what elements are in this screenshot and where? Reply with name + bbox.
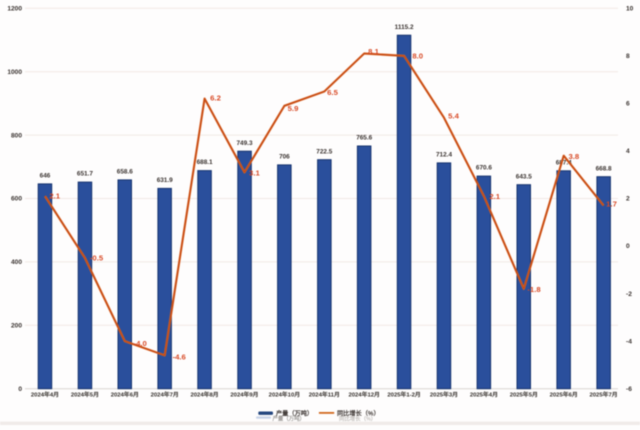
svg-text:670.6: 670.6	[476, 165, 492, 172]
svg-text:同比增长（%）: 同比增长（%）	[339, 415, 376, 423]
svg-text:712.4: 712.4	[436, 152, 452, 159]
svg-text:749.3: 749.3	[237, 140, 253, 147]
svg-text:643.5: 643.5	[516, 173, 532, 180]
svg-text:-2: -2	[626, 291, 632, 298]
svg-text:同比增长（%）: 同比增长（%）	[337, 410, 380, 418]
svg-text:2024年10月: 2024年10月	[269, 391, 300, 399]
svg-text:2.1: 2.1	[489, 192, 500, 201]
svg-text:0: 0	[626, 243, 630, 250]
svg-text:658.6: 658.6	[117, 169, 133, 176]
svg-text:688.1: 688.1	[197, 159, 213, 166]
svg-text:1.7: 1.7	[606, 200, 617, 209]
svg-text:-4: -4	[626, 338, 632, 345]
svg-text:687.4: 687.4	[556, 159, 572, 166]
svg-text:646: 646	[40, 173, 51, 180]
svg-text:3.1: 3.1	[249, 168, 260, 177]
svg-text:-1.8: -1.8	[527, 285, 541, 294]
svg-text:2025年6月: 2025年6月	[550, 391, 578, 399]
svg-text:4: 4	[626, 148, 630, 155]
svg-text:706: 706	[279, 154, 290, 161]
svg-text:8.1: 8.1	[368, 47, 379, 56]
svg-text:6.5: 6.5	[327, 88, 338, 97]
svg-text:3.8: 3.8	[568, 152, 579, 161]
svg-text:8.0: 8.0	[412, 52, 423, 61]
svg-text:600: 600	[11, 196, 22, 203]
svg-text:2025年7月: 2025年7月	[590, 391, 618, 399]
svg-text:2.1: 2.1	[49, 192, 60, 201]
svg-text:产量（万吨）: 产量（万吨）	[276, 410, 313, 418]
svg-text:2024年9月: 2024年9月	[230, 391, 258, 399]
svg-text:1000: 1000	[7, 69, 22, 76]
svg-text:2025年4月: 2025年4月	[470, 391, 498, 399]
svg-text:2024年4月: 2024年4月	[31, 391, 59, 399]
svg-text:0: 0	[18, 386, 22, 393]
svg-text:产量（万吨）: 产量（万吨）	[273, 415, 305, 423]
svg-text:-6: -6	[626, 386, 632, 393]
svg-text:2024年7月: 2024年7月	[151, 391, 179, 399]
svg-text:1200: 1200	[7, 6, 22, 13]
svg-text:2024年12月: 2024年12月	[348, 391, 379, 399]
svg-text:400: 400	[11, 259, 22, 266]
svg-text:10: 10	[626, 6, 634, 13]
svg-text:6: 6	[626, 101, 630, 108]
svg-text:2025年1-2月: 2025年1-2月	[387, 391, 420, 399]
svg-text:651.7: 651.7	[77, 171, 93, 178]
svg-text:200: 200	[11, 323, 22, 330]
svg-text:-4.6: -4.6	[173, 353, 186, 362]
svg-text:5.9: 5.9	[288, 104, 299, 113]
svg-text:2024年11月: 2024年11月	[309, 391, 340, 399]
svg-text:6.2: 6.2	[210, 94, 221, 103]
svg-text:1115.2: 1115.2	[395, 24, 414, 31]
svg-text:722.5: 722.5	[316, 148, 332, 155]
svg-text:2024年8月: 2024年8月	[191, 391, 219, 399]
svg-text:2024年6月: 2024年6月	[111, 391, 139, 399]
svg-text:631.9: 631.9	[157, 177, 173, 184]
svg-text:2025年5月: 2025年5月	[510, 391, 538, 399]
svg-text:668.8: 668.8	[596, 165, 612, 172]
svg-text:2: 2	[626, 196, 630, 203]
svg-text:-4.0: -4.0	[134, 339, 147, 348]
svg-text:800: 800	[11, 132, 22, 139]
svg-text:2025年3月: 2025年3月	[430, 391, 458, 399]
svg-text:8: 8	[626, 53, 630, 60]
svg-text:2024年5月: 2024年5月	[71, 391, 99, 399]
svg-text:-0.5: -0.5	[90, 254, 104, 263]
svg-text:5.4: 5.4	[448, 112, 459, 121]
svg-text:765.6: 765.6	[356, 135, 372, 142]
